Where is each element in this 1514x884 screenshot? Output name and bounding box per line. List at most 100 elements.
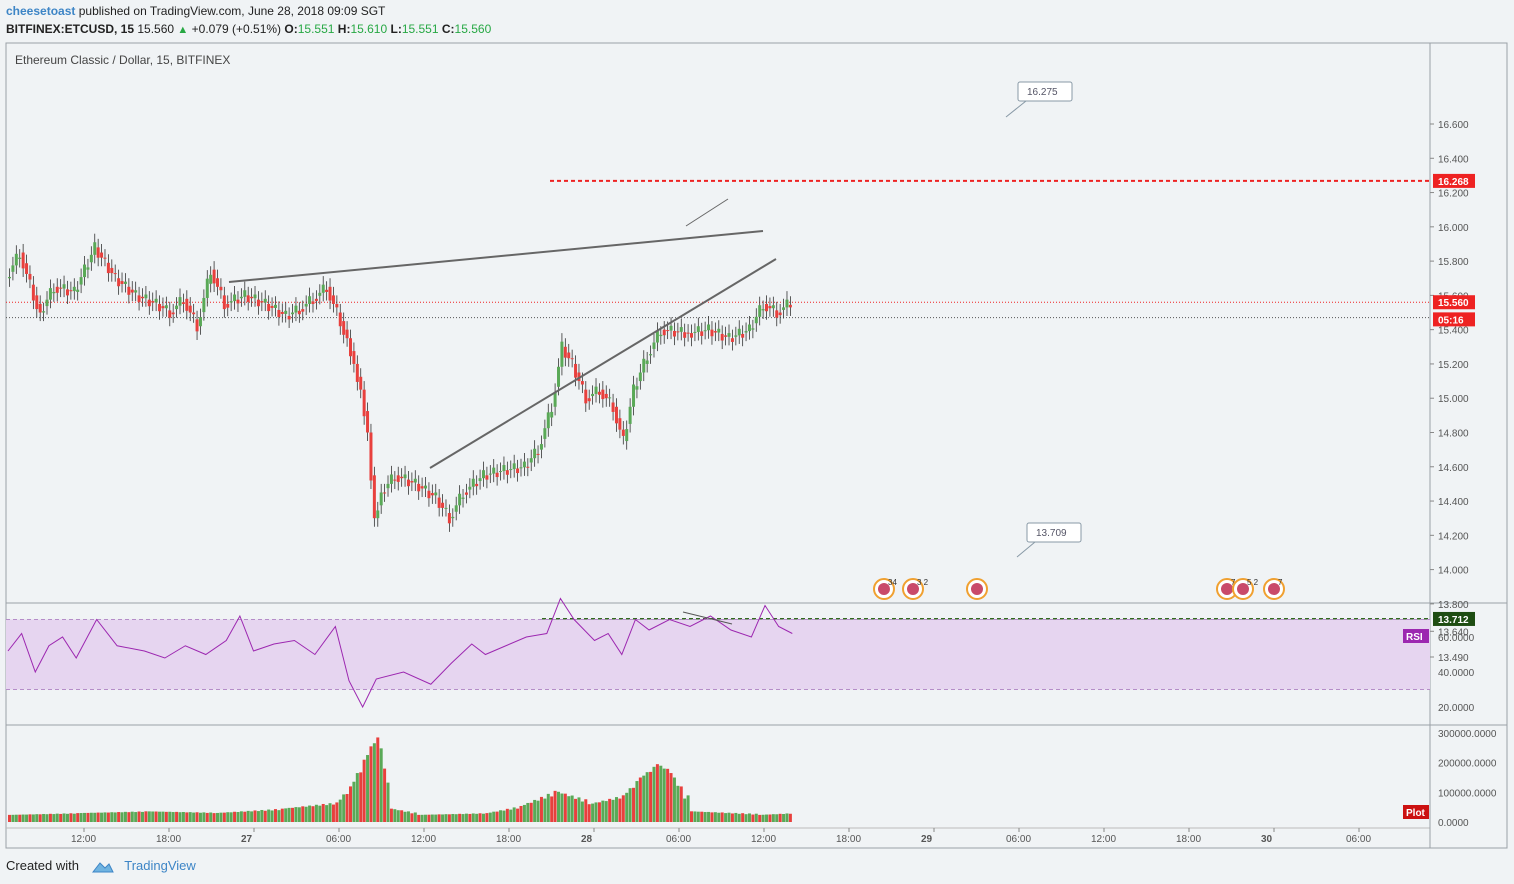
price-chart[interactable]: Ethereum Classic / Dollar, 15, BITFINEX 1… xyxy=(0,0,1514,858)
price-label: 16.268 xyxy=(1438,177,1469,188)
volume-bar xyxy=(246,810,250,822)
volume-bar xyxy=(181,812,185,822)
volume-bar xyxy=(522,804,526,822)
last-price: 15.560 xyxy=(137,22,175,36)
low-label: L: xyxy=(390,22,402,36)
volume-bar xyxy=(400,810,404,822)
us-flag-icon xyxy=(1237,583,1249,595)
volume-bar xyxy=(45,814,49,822)
candle-body xyxy=(560,341,564,367)
volume-bar xyxy=(458,813,462,822)
candle-body xyxy=(349,338,352,357)
candle-body xyxy=(314,298,318,301)
volume-bar xyxy=(144,811,148,822)
candle-body xyxy=(761,309,765,311)
volume-bar xyxy=(188,812,192,822)
x-tick-label: 06:00 xyxy=(1346,834,1371,845)
volume-bar xyxy=(233,811,237,822)
volume-bar xyxy=(164,811,168,822)
y-tick-label: 13.800 xyxy=(1438,600,1469,611)
volume-tick-label: 200000.0000 xyxy=(1438,759,1497,770)
volume-bar xyxy=(345,794,349,822)
footer: Created with TradingView xyxy=(6,858,196,874)
volume-bar xyxy=(113,812,117,822)
volume-bar xyxy=(93,812,97,822)
candle-body xyxy=(642,358,646,373)
volume-bar xyxy=(618,798,622,822)
volume-bar xyxy=(65,813,69,822)
author-name[interactable]: cheesetoast xyxy=(6,4,76,18)
volume-bar xyxy=(580,801,584,822)
candle-body xyxy=(45,299,49,307)
published-text: published on TradingView.com, June 28, 2… xyxy=(78,4,386,18)
volume-bar xyxy=(645,772,649,822)
candle-body xyxy=(594,386,598,394)
volume-bar xyxy=(161,811,165,822)
candle-body xyxy=(659,334,663,337)
volume-bar xyxy=(734,812,738,822)
volume-bar xyxy=(447,814,451,822)
event-count-label: 3 2 xyxy=(917,578,929,587)
volume-bar xyxy=(349,786,352,822)
open-value: 15.551 xyxy=(297,22,335,36)
candle-body xyxy=(359,376,363,390)
candle-body xyxy=(31,284,35,301)
volume-bar xyxy=(35,814,39,822)
volume-bar xyxy=(62,813,66,822)
candle-body xyxy=(765,303,769,312)
volume-bar xyxy=(413,812,417,822)
candle-body xyxy=(713,331,717,333)
x-tick-label: 29 xyxy=(921,834,933,845)
candle-body xyxy=(89,254,93,263)
candle-body xyxy=(372,475,376,519)
candle-body xyxy=(447,513,451,524)
tradingview-link[interactable]: TradingView xyxy=(124,858,196,873)
candle-body xyxy=(393,479,397,481)
volume-bar xyxy=(717,812,721,822)
candle-body xyxy=(683,332,687,338)
volume-bar xyxy=(158,811,162,822)
candle-body xyxy=(185,298,189,311)
us-flag-icon xyxy=(1221,583,1233,595)
volume-bar xyxy=(287,807,291,822)
volume-bar xyxy=(693,811,697,822)
candle-body xyxy=(62,284,66,289)
candle-body xyxy=(519,467,523,469)
candle-body xyxy=(178,297,182,306)
volume-bar xyxy=(519,805,523,822)
candle-body xyxy=(628,406,632,424)
volume-bar xyxy=(59,813,63,822)
candle-body xyxy=(690,333,693,338)
candle-body xyxy=(454,505,458,512)
y-tick-label: 15.400 xyxy=(1438,326,1469,337)
candle-body xyxy=(198,317,202,327)
volume-bar xyxy=(690,811,693,822)
candle-body xyxy=(161,306,165,309)
price-change: +0.079 (+0.51%) xyxy=(191,22,282,36)
y-tick-label: 14.800 xyxy=(1438,428,1469,439)
volume-bar xyxy=(396,810,400,822)
candle-body xyxy=(38,303,42,313)
candle-body xyxy=(175,305,179,310)
candle-body xyxy=(751,328,755,330)
volume-bar xyxy=(38,814,42,822)
volume-bar xyxy=(707,811,711,822)
candle-body xyxy=(420,486,424,489)
candle-body xyxy=(345,329,349,339)
volume-bar xyxy=(335,802,339,822)
volume-bar xyxy=(229,812,233,822)
candle-body xyxy=(127,286,131,295)
candle-body xyxy=(758,305,762,317)
volume-bar xyxy=(669,773,673,822)
us-flag-icon xyxy=(1268,583,1280,595)
volume-bar xyxy=(451,813,455,822)
volume-bar xyxy=(72,813,76,822)
candle-body xyxy=(649,354,653,356)
candle-body xyxy=(100,252,104,258)
volume-bar xyxy=(788,813,792,822)
candle-body xyxy=(76,289,80,292)
candle-body xyxy=(717,328,721,333)
volume-bar xyxy=(338,799,342,822)
candle-body xyxy=(771,305,775,309)
volume-bar xyxy=(280,808,284,822)
